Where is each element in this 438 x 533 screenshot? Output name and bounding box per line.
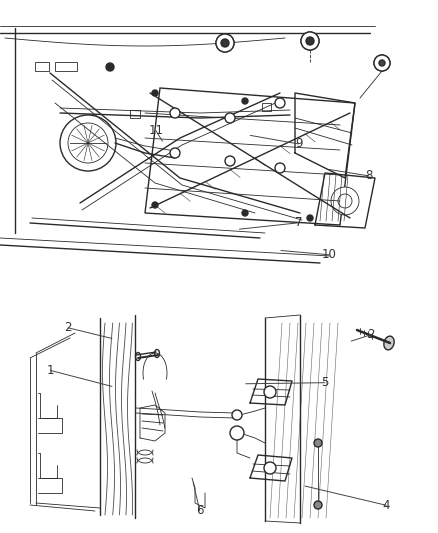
Bar — [35, 62, 49, 71]
Circle shape — [170, 148, 180, 158]
Text: 6: 6 — [195, 504, 203, 517]
Circle shape — [60, 115, 116, 171]
Circle shape — [263, 386, 276, 398]
Bar — [261, 103, 270, 111]
Circle shape — [225, 156, 234, 166]
Circle shape — [225, 113, 234, 123]
Circle shape — [220, 39, 229, 47]
Circle shape — [274, 98, 284, 108]
Ellipse shape — [135, 352, 140, 360]
Circle shape — [152, 202, 158, 208]
Text: 2: 2 — [64, 321, 72, 334]
Text: 11: 11 — [148, 124, 163, 137]
Text: 7: 7 — [294, 216, 302, 229]
Circle shape — [313, 439, 321, 447]
Circle shape — [68, 123, 108, 163]
Circle shape — [306, 215, 312, 221]
Circle shape — [170, 108, 180, 118]
Text: 9: 9 — [294, 138, 302, 150]
Circle shape — [152, 90, 158, 96]
Text: 8: 8 — [364, 169, 371, 182]
Circle shape — [378, 60, 384, 66]
Text: 2: 2 — [366, 328, 374, 341]
Circle shape — [373, 55, 389, 71]
Bar — [55, 62, 77, 71]
Circle shape — [305, 37, 313, 45]
Circle shape — [241, 210, 247, 216]
Circle shape — [337, 194, 351, 208]
Circle shape — [241, 98, 247, 104]
Text: 4: 4 — [381, 499, 389, 512]
Ellipse shape — [383, 336, 393, 350]
Circle shape — [274, 163, 284, 173]
Circle shape — [373, 55, 389, 71]
Text: 1: 1 — [46, 364, 54, 377]
Circle shape — [230, 426, 244, 440]
Circle shape — [330, 187, 358, 215]
Circle shape — [300, 32, 318, 50]
Text: 5: 5 — [321, 376, 328, 389]
Circle shape — [215, 34, 233, 52]
Circle shape — [231, 410, 241, 420]
Circle shape — [300, 32, 318, 50]
Ellipse shape — [154, 350, 159, 358]
Bar — [130, 110, 140, 118]
Circle shape — [106, 63, 114, 71]
Circle shape — [215, 34, 233, 52]
Text: 10: 10 — [321, 248, 336, 261]
Circle shape — [263, 462, 276, 474]
Circle shape — [313, 501, 321, 509]
